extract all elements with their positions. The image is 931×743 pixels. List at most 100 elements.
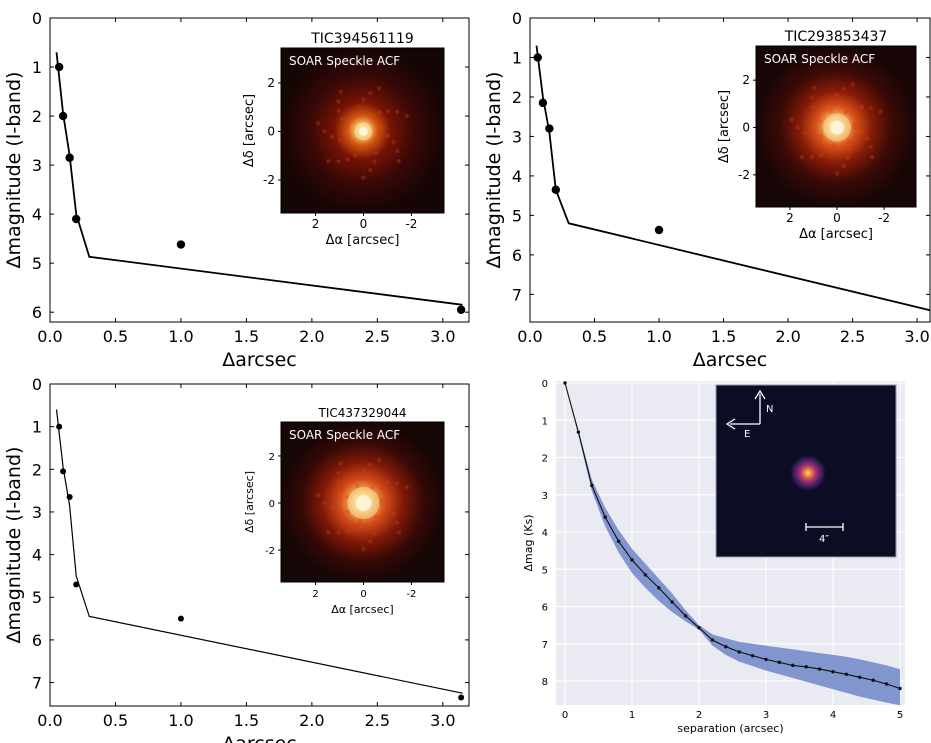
speckle-texture [329,506,335,511]
y-tick-label: 4 [542,528,548,539]
data-point [176,240,186,249]
x-tick-label: 2.0 [775,327,800,346]
data-point [73,581,80,588]
inset-x-tick-label: -2 [878,211,890,225]
y-tick-label: 0 [542,379,548,390]
x-tick-label: 2 [696,710,702,721]
speckle-texture [368,90,373,96]
y-tick-label: 1 [32,418,42,437]
speckle-texture [377,110,382,115]
y-tick-label: 1 [542,416,548,427]
ks-data-point [831,669,835,674]
y-tick-label: 7 [32,674,42,693]
ks-data-point [710,638,715,642]
x-tick-label: 2.5 [365,711,390,730]
inset-x-tick-label: 2 [312,217,320,231]
ks-data-point [630,558,634,562]
x-axis-label: Δarcsec [222,349,297,371]
inset-x-tick-label: 0 [360,589,366,600]
y-tick-label: 4 [512,167,522,186]
y-tick-label: 5 [542,565,548,576]
speckle-texture [396,530,401,535]
ks-star-image [790,455,826,491]
speckle-texture [344,123,349,128]
inset-x-label: Δα [arcsec] [326,233,400,248]
y-tick-label: 0 [512,9,522,28]
speckle-texture [385,480,391,485]
speckle-texture [345,509,351,515]
speckle-texture [345,157,350,162]
speckle-texture [395,520,400,525]
x-tick-label: 2.5 [840,327,865,346]
x-axis-label: Δarcsec [693,349,768,371]
x-tick-label: 2.0 [299,711,324,730]
x-tick-label: 4 [830,710,836,721]
speckle-texture [864,136,870,141]
x-tick-label: 1.0 [646,327,671,346]
speckle-texture [361,97,366,102]
chart-layer: 0.0 0.5 1.0 1.5 2.0 2.5 3.0 0 1 2 3 4 5 6 Δarcsec Δmagn… [3,9,931,743]
speckle-texture [385,505,391,510]
speckle-texture [336,530,341,536]
x-tick-label: 1 [629,710,635,721]
x-axis-label: Δarcsec [222,733,297,743]
contrast-curve-3 [55,409,463,694]
speckle-texture [345,528,350,533]
inset-x-tick-label: -2 [406,589,416,600]
y-tick-label: 3 [542,491,548,502]
inset-y-tick-label: 0 [269,499,275,510]
speckle-texture [379,497,384,503]
y-tick-label: 7 [512,285,522,304]
ks-data-point [817,667,822,671]
speckle-inset-title: TIC394561119 [310,31,414,47]
compass-east-head [725,418,736,430]
y-axis-label: Δmag (Ks) [522,515,535,572]
data-point [538,98,548,108]
speckle-texture [377,481,382,487]
speckle-texture [338,89,343,94]
speckle-texture [377,86,382,91]
plot-frame-2 [529,17,931,323]
speckle-texture [811,85,817,90]
compass-east-label: E [744,429,750,440]
ks-data-point [590,483,594,488]
x-tick-label: 5 [897,710,903,721]
inset-x-tick-label: 0 [360,217,368,231]
ks-data-point [871,678,875,682]
speckle-core [830,120,844,135]
ks-data-point [576,430,581,434]
speckle-texture [850,106,856,111]
y-tick-label: 6 [32,631,42,650]
speckle-core [355,495,372,511]
data-point [456,305,466,314]
speckle-texture [336,108,342,114]
x-tick-label: 0.5 [582,327,607,346]
ks-contrast-curve [564,382,901,690]
speckle-texture [315,492,321,498]
inset-y-label: Δδ [arcsec] [243,471,256,533]
y-tick-label: 2 [32,460,42,479]
speckle-texture [868,144,873,150]
x-tick-label: 0.0 [37,711,62,730]
data-point [654,225,664,235]
speckle-texture [372,159,377,164]
speckle-texture [352,524,358,529]
data-point [458,694,465,701]
compass-north-head [754,389,766,400]
speckle-texture [372,530,377,536]
y-tick-label: 8 [542,677,548,688]
data-point [533,53,542,62]
speckle-texture [372,514,378,519]
ks-data-point [737,650,741,654]
speckle-texture [813,112,818,118]
speckle-texture [326,158,331,164]
speckle-texture [368,462,373,467]
speckle-texture [391,511,396,517]
inset-x-label: Δα [arcsec] [331,603,393,616]
compass-north-label: N [766,404,773,415]
x-tick-label: 3.0 [430,327,455,346]
speckle-texture [356,476,362,481]
speckle-texture [339,116,345,122]
inset-y-tick-label: -2 [738,168,750,182]
